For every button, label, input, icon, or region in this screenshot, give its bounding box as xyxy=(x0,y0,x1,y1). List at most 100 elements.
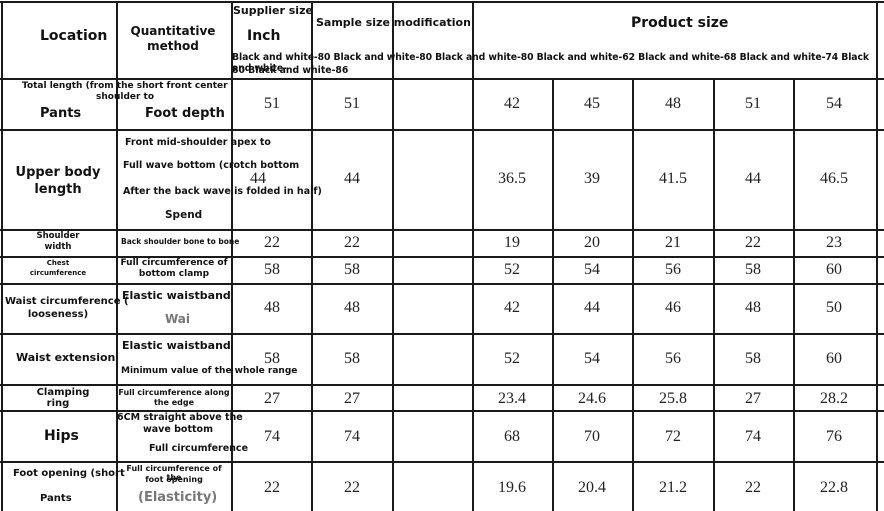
grid-line xyxy=(0,229,884,231)
product-value: 48 xyxy=(745,299,761,316)
header-sample-mod: Sample size modification xyxy=(316,16,471,29)
sample-value: 22 xyxy=(344,479,360,496)
product-value: 54 xyxy=(584,350,600,367)
sample-value: 58 xyxy=(344,350,360,367)
supplier-value: 74 xyxy=(264,428,280,445)
product-value: 60 xyxy=(826,350,842,367)
product-value: 48 xyxy=(665,95,681,112)
grid-line xyxy=(713,78,715,511)
row-label: Pants xyxy=(40,106,82,121)
row-label: Upper body xyxy=(15,165,101,180)
product-value: 21.2 xyxy=(659,479,687,496)
product-value: 23.4 xyxy=(498,390,526,407)
product-value: 42 xyxy=(504,95,520,112)
product-value: 41.5 xyxy=(659,170,687,187)
row-label: length xyxy=(34,182,82,197)
grid-line xyxy=(0,78,884,80)
method-text: Full circumference along xyxy=(118,388,230,397)
method-text: Front mid-shoulder apex to xyxy=(125,137,271,148)
grid-line xyxy=(0,384,884,386)
product-value: 24.6 xyxy=(578,390,606,407)
method-text: Full circumference of xyxy=(120,258,228,268)
method-text: Spend xyxy=(165,209,203,221)
grid-line xyxy=(0,333,884,335)
row-label: Hips xyxy=(44,428,79,444)
grid-line xyxy=(1,1,3,511)
product-value: 45 xyxy=(584,95,600,112)
grid-line xyxy=(0,283,884,285)
product-value: 28.2 xyxy=(820,390,848,407)
sample-value: 22 xyxy=(344,234,360,251)
grid-line xyxy=(231,1,233,511)
product-value: 20 xyxy=(584,234,600,251)
product-value: 19 xyxy=(504,234,520,251)
method-text: After the back wave is folded in half) xyxy=(123,186,322,197)
product-value: 39 xyxy=(584,170,600,187)
method-text: bottom clamp xyxy=(138,269,210,279)
method-text: Minimum value of the whole range xyxy=(121,366,298,376)
grid-line xyxy=(392,1,394,511)
product-value: 20.4 xyxy=(578,479,606,496)
supplier-value: 22 xyxy=(264,479,280,496)
grid-line xyxy=(0,410,884,412)
row-label: Waist circumference ( xyxy=(5,296,129,307)
product-value: 74 xyxy=(745,428,761,445)
sample-value: 27 xyxy=(344,390,360,407)
row-label: Total length (from the short front cente… xyxy=(22,81,228,91)
product-value: 50 xyxy=(826,299,842,316)
supplier-value: 22 xyxy=(264,234,280,251)
product-value: 70 xyxy=(584,428,600,445)
product-value: 52 xyxy=(504,261,520,278)
row-label: Foot opening (short xyxy=(13,468,125,479)
row-label: Shoulder xyxy=(36,231,80,241)
product-value: 72 xyxy=(665,428,681,445)
product-value: 36.5 xyxy=(498,170,526,187)
product-value: 22 xyxy=(745,479,761,496)
product-value: 25.8 xyxy=(659,390,687,407)
method-text: Foot depth xyxy=(145,106,225,121)
grid-line xyxy=(0,129,884,131)
product-value: 56 xyxy=(665,261,681,278)
grid-line xyxy=(472,1,474,511)
supplier-value: 58 xyxy=(264,350,280,367)
header-sizes-line2: 80 Black and white-86 xyxy=(232,65,349,76)
method-text: Full wave bottom (crotch bottom xyxy=(123,160,300,171)
row-label: Clamping xyxy=(36,387,90,398)
method-text: Elastic waistband xyxy=(122,339,231,352)
method-text: foot opening xyxy=(145,475,203,484)
sample-value: 58 xyxy=(344,261,360,278)
method-text: 6CM straight above the xyxy=(117,412,243,423)
grid-line xyxy=(116,1,118,511)
method-text: Full circumference xyxy=(149,443,249,454)
supplier-value: 44 xyxy=(250,170,266,187)
product-value: 46.5 xyxy=(820,170,848,187)
grid-line xyxy=(0,256,884,258)
row-label: Chest xyxy=(46,259,70,267)
header-product-size: Product size xyxy=(631,15,729,31)
row-label: Waist extension xyxy=(16,351,116,364)
product-value: 68 xyxy=(504,428,520,445)
header-inch: Inch xyxy=(247,28,281,44)
product-value: 58 xyxy=(745,350,761,367)
sample-value: 51 xyxy=(344,95,360,112)
product-value: 44 xyxy=(745,170,761,187)
row-label: shoulder to xyxy=(96,92,155,102)
product-value: 27 xyxy=(745,390,761,407)
supplier-value: 58 xyxy=(264,261,280,278)
product-value: 42 xyxy=(504,299,520,316)
grid-line xyxy=(0,461,884,463)
sample-value: 74 xyxy=(344,428,360,445)
method-text: Wai xyxy=(165,312,191,326)
method-text: Full circumference of the xyxy=(126,464,222,482)
product-value: 54 xyxy=(584,261,600,278)
method-text: (Elasticity) xyxy=(138,490,218,505)
grid-line xyxy=(793,78,795,511)
grid-line xyxy=(552,78,554,511)
grid-line xyxy=(632,78,634,511)
method-text: wave bottom xyxy=(143,424,213,435)
product-value: 23 xyxy=(826,234,842,251)
product-value: 76 xyxy=(826,428,842,445)
header-method-line: Quantitative method xyxy=(120,24,226,54)
grid-line xyxy=(876,1,878,511)
